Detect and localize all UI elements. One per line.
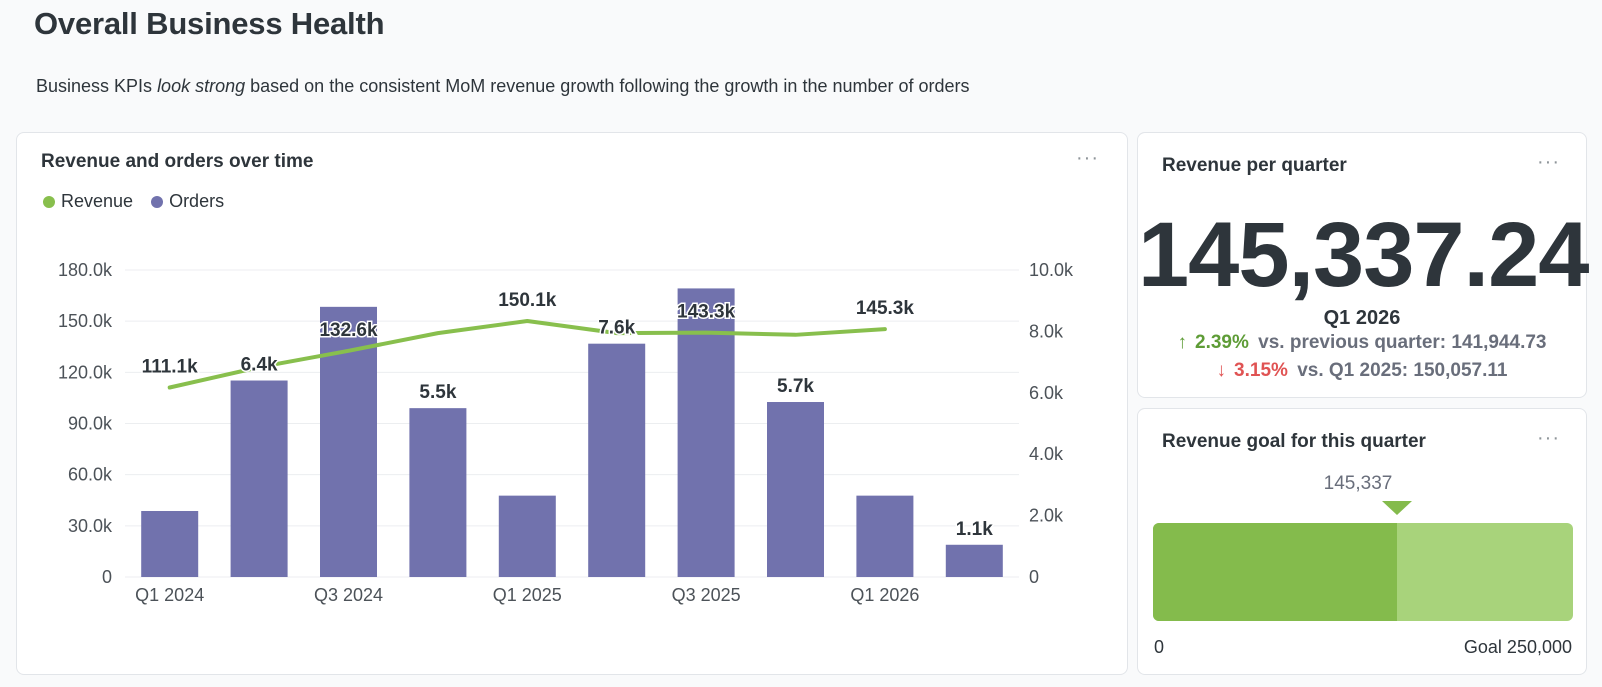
- bar-orders: [945, 544, 1003, 577]
- x-tick-label: Q3 2024: [314, 585, 383, 605]
- subtitle-suffix: based on the consistent MoM revenue grow…: [245, 76, 970, 96]
- comparison-pct-down: 3.15%: [1234, 360, 1288, 381]
- revenue-per-quarter-card: Revenue per quarter ··· 145,337.24 Q1 20…: [1137, 132, 1589, 398]
- goal-max-label: Goal 250,000: [1463, 637, 1572, 657]
- bar-orders: [588, 343, 646, 577]
- subtitle-emphasis: look strong: [157, 76, 246, 96]
- goal-marker-icon: [1382, 501, 1412, 515]
- y-left-tick-label: 60.0k: [68, 465, 113, 485]
- chart-card-title: Revenue and orders over time: [41, 151, 314, 172]
- arrow-down-icon: ↓: [1216, 360, 1227, 381]
- goal-progress-track: [1153, 523, 1573, 621]
- comparison-previous-quarter: ↑ 2.39% vs. previous quarter: 141,944.73: [1138, 332, 1586, 354]
- arrow-up-icon: ↑: [1177, 332, 1188, 353]
- goal-card-title: Revenue goal for this quarter: [1162, 431, 1426, 452]
- goal-card-menu-icon[interactable]: ···: [1537, 427, 1560, 449]
- comparison-pct-up: 2.39%: [1195, 332, 1249, 353]
- y-right-tick-label: 6.0k: [1029, 383, 1064, 403]
- revenue-goal-card: Revenue goal for this quarter ··· 145,33…: [1137, 408, 1587, 675]
- bar-orders: [230, 380, 288, 577]
- line-revenue: [167, 318, 887, 390]
- legend-label-revenue: Revenue: [61, 191, 134, 211]
- legend-item-revenue[interactable]: Revenue: [43, 191, 133, 212]
- y-left-tick-label: 150.0k: [58, 311, 113, 331]
- bar-orders: [498, 495, 556, 577]
- y-left-tick-label: 0: [102, 567, 112, 587]
- page-subtitle: Business KPIs look strong based on the c…: [36, 76, 970, 97]
- legend-label-orders: Orders: [169, 191, 225, 211]
- bar-data-label: 7.6k: [598, 318, 635, 339]
- bar-orders: [767, 402, 824, 577]
- goal-current-value: 145,337: [1138, 473, 1586, 495]
- legend-item-orders[interactable]: Orders: [151, 191, 224, 212]
- x-tick-label: Q3 2025: [672, 585, 741, 605]
- bar-data-label: 1.1k: [956, 519, 993, 540]
- y-right-tick-label: 10.0k: [1029, 260, 1074, 280]
- x-tick-label: Q1 2026: [850, 585, 919, 605]
- bar-data-label: 6.4k: [241, 355, 278, 376]
- bar-orders: [856, 495, 914, 577]
- y-left-tick-label: 120.0k: [58, 362, 113, 382]
- line-data-label: 145.3k: [856, 298, 915, 319]
- y-right-tick-label: 2.0k: [1029, 506, 1064, 526]
- scalar-card-menu-icon[interactable]: ···: [1537, 151, 1560, 173]
- scalar-card-title: Revenue per quarter: [1162, 155, 1347, 176]
- comparison-text-previous: vs. previous quarter: 141,944.73: [1258, 332, 1547, 353]
- line-data-label: 111.1k: [142, 357, 198, 378]
- y-right-tick-label: 0: [1029, 567, 1039, 587]
- line-data-label: 132.6k: [319, 320, 378, 341]
- y-left-tick-label: 30.0k: [68, 516, 113, 536]
- line-data-label: 150.1k: [498, 290, 557, 311]
- bar-data-label: 5.5k: [419, 382, 456, 403]
- comparison-last-year: ↓ 3.15% vs. Q1 2025: 150,057.11: [1138, 360, 1586, 382]
- line-data-label: 143.3k: [677, 302, 736, 323]
- y-left-tick-label: 90.0k: [68, 414, 113, 434]
- revenue-orders-chart-card: Revenue and orders over time ··· Revenue…: [16, 132, 1128, 675]
- goal-value-label: 145,337: [1323, 473, 1393, 494]
- comparison-text-last-year: vs. Q1 2025: 150,057.11: [1297, 360, 1508, 381]
- page-title: Overall Business Health: [34, 6, 385, 41]
- scalar-value: 145,337.24: [1138, 204, 1589, 306]
- goal-progress-fill: [1153, 523, 1398, 621]
- subtitle-prefix: Business KPIs: [36, 76, 158, 96]
- x-tick-label: Q1 2025: [493, 585, 562, 605]
- x-tick-label: Q1 2024: [135, 585, 204, 605]
- legend-dot-revenue: [43, 195, 55, 208]
- bar-data-label: 5.7k: [777, 376, 814, 397]
- y-right-tick-label: 8.0k: [1029, 321, 1064, 341]
- y-left-tick-label: 180.0k: [58, 260, 113, 280]
- y-right-tick-label: 4.0k: [1029, 444, 1064, 464]
- scalar-period: Q1 2026: [1323, 307, 1401, 329]
- chart-legend: Revenue Orders: [43, 191, 224, 212]
- combo-chart: 0 30.0k 60.0k 90.0k 120.0k 150.0k 180.0k 0 2.0k 4…: [58, 260, 1074, 605]
- bar-orders: [409, 408, 467, 577]
- bar-orders: [141, 510, 199, 577]
- legend-dot-orders: [151, 195, 164, 208]
- goal-min-label: 0: [1154, 637, 1165, 657]
- bar-orders: [677, 288, 735, 577]
